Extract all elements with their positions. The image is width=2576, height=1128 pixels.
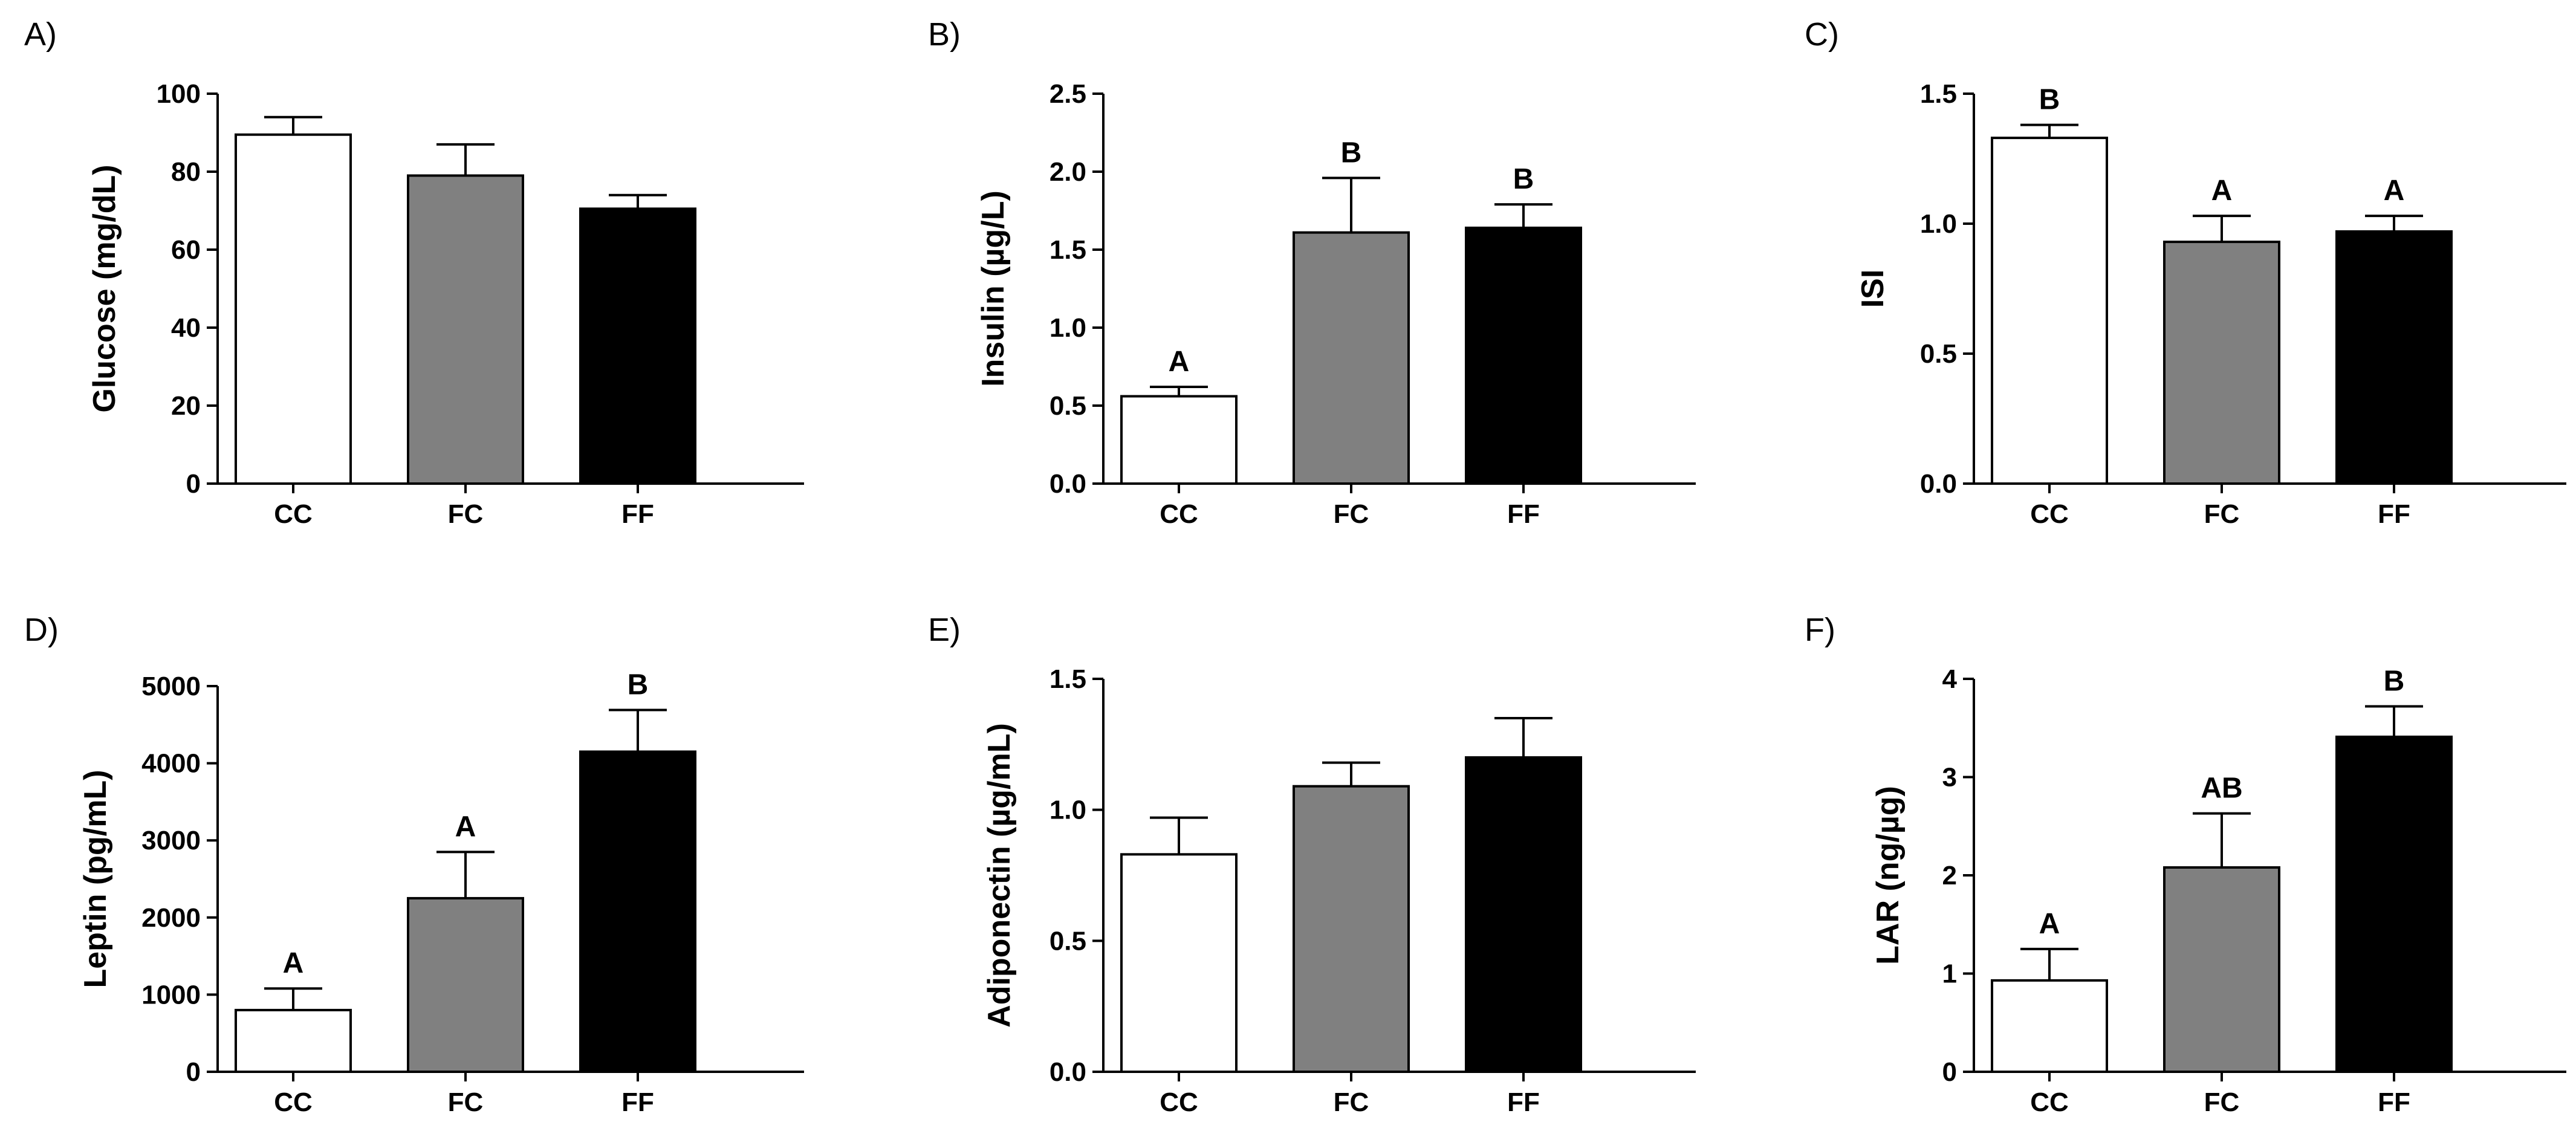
bar-cc: [235, 1008, 352, 1074]
panel-label: F): [1805, 612, 1835, 648]
y-tick-label: 20: [171, 391, 201, 421]
bar-fc: [407, 896, 524, 1074]
chart-panel: A) 0 20 40 60 80 100 Glucose (mg/dL) CC FC FF: [24, 16, 804, 529]
panel-label: D): [24, 612, 59, 648]
y-tick-label: 60: [171, 235, 201, 265]
x-tick-label: CC: [274, 1087, 313, 1117]
x-tick-label: FF: [621, 1087, 654, 1117]
y-tick-label: 3: [1942, 763, 1957, 793]
x-tick-label: FC: [1334, 499, 1369, 529]
x-tick-label: CC: [2030, 1087, 2069, 1117]
panel-label: B): [928, 16, 961, 53]
significance-label: AB: [2201, 773, 2242, 805]
y-axis-title: Adiponectin (µg/mL): [982, 723, 1017, 1028]
y-tick-label: 0.5: [1050, 926, 1086, 956]
y-tick-label: 1.0: [1050, 796, 1086, 825]
y-tick-label: 0: [186, 469, 201, 499]
y-tick-label: 100: [157, 79, 201, 109]
bar-cc: [1120, 395, 1238, 485]
bar-fc: [2163, 241, 2280, 485]
x-tick-label: CC: [1160, 499, 1198, 529]
significance-label: B: [628, 669, 649, 701]
significance-label: A: [283, 947, 304, 979]
y-tick-label: 2.0: [1050, 157, 1086, 187]
x-tick-label: FC: [448, 499, 484, 529]
significance-label: A: [2039, 908, 2060, 940]
x-tick-label: FF: [1507, 1087, 1540, 1117]
bar-fc: [2163, 866, 2280, 1073]
y-tick-label: 2: [1942, 861, 1957, 890]
chart-panel: B) 0.0 0.5 1.0 1.5 2.0 2.5 Insulin (µg/L) CC A FC B…: [928, 16, 1696, 529]
x-tick-label: FC: [2204, 1087, 2240, 1117]
y-axis-title: LAR (ng/µg): [1870, 786, 1906, 965]
significance-label: A: [2384, 175, 2405, 207]
y-axis-title: ISI: [1855, 270, 1890, 308]
y-axis-title: Glucose (mg/dL): [87, 164, 122, 412]
y-tick-label: 0.0: [1920, 469, 1957, 499]
bar-ff: [579, 750, 696, 1073]
y-tick-label: 0: [1942, 1057, 1957, 1087]
x-tick-label: FF: [2378, 1087, 2410, 1117]
y-tick-label: 0.5: [1050, 391, 1086, 421]
y-tick-label: 1.5: [1050, 664, 1086, 694]
significance-label: A: [2211, 175, 2233, 207]
chart-panel: C) 0.0 0.5 1.0 1.5 ISI CC B FC A FF A: [1805, 16, 2566, 529]
y-tick-label: 2000: [141, 903, 201, 933]
chart-panel: D) 0 1000 2000 3000 4000 5000 Leptin (pg/mL) CC A…: [24, 612, 804, 1117]
y-tick-label: 1.5: [1920, 79, 1957, 109]
bar-fc: [1293, 231, 1410, 485]
significance-label: B: [2384, 666, 2405, 698]
y-tick-label: 5000: [141, 672, 201, 701]
x-tick-label: FF: [1507, 499, 1540, 529]
bar-cc: [235, 133, 352, 485]
y-tick-label: 3000: [141, 826, 201, 855]
x-tick-label: CC: [1160, 1087, 1198, 1117]
y-tick-label: 0.0: [1050, 1057, 1086, 1087]
x-tick-label: FF: [621, 499, 654, 529]
significance-label: B: [2039, 84, 2060, 116]
y-tick-label: 2.5: [1050, 79, 1086, 109]
bar-ff: [1465, 756, 1582, 1073]
significance-label: B: [1341, 137, 1362, 169]
x-tick-label: FC: [448, 1087, 484, 1117]
y-tick-label: 0: [186, 1057, 201, 1087]
y-axis-title: Insulin (µg/L): [976, 190, 1011, 387]
y-tick-label: 1: [1942, 959, 1957, 989]
bar-fc: [1293, 785, 1410, 1073]
x-tick-label: FF: [2378, 499, 2410, 529]
significance-label: A: [455, 811, 476, 843]
y-axis-title: Leptin (pg/mL): [78, 770, 113, 988]
y-tick-label: 80: [171, 157, 201, 187]
y-tick-label: 4000: [141, 749, 201, 779]
x-tick-label: CC: [274, 499, 313, 529]
y-tick-label: 1.0: [1050, 313, 1086, 343]
y-tick-label: 4: [1942, 664, 1958, 694]
bar-fc: [407, 174, 524, 485]
x-tick-label: FC: [2204, 499, 2240, 529]
chart-panel: E) 0.0 0.5 1.0 1.5 Adiponectin (µg/mL) CC FC FF: [928, 612, 1696, 1117]
y-tick-label: 1000: [141, 980, 201, 1010]
x-tick-label: FC: [1334, 1087, 1369, 1117]
y-tick-label: 0.0: [1050, 469, 1086, 499]
bar-cc: [1991, 979, 2108, 1073]
y-tick-label: 1.0: [1920, 209, 1957, 239]
chart-panel: F) 0 1 2 3 4 LAR (ng/µg) CC A FC AB FF B: [1805, 612, 2566, 1117]
y-tick-label: 1.5: [1050, 235, 1086, 265]
significance-label: A: [1169, 346, 1190, 378]
bar-ff: [579, 207, 696, 485]
panel-label: A): [24, 16, 57, 53]
panel-label: E): [928, 612, 961, 648]
y-tick-label: 0.5: [1920, 339, 1957, 369]
bar-cc: [1120, 853, 1238, 1074]
panel-label: C): [1805, 16, 1839, 53]
significance-label: B: [1513, 163, 1534, 195]
bar-cc: [1991, 137, 2108, 485]
bar-ff: [1465, 226, 1582, 485]
bar-ff: [2335, 230, 2453, 485]
x-tick-label: CC: [2030, 499, 2069, 529]
bar-ff: [2335, 735, 2453, 1073]
y-tick-label: 40: [171, 313, 201, 343]
